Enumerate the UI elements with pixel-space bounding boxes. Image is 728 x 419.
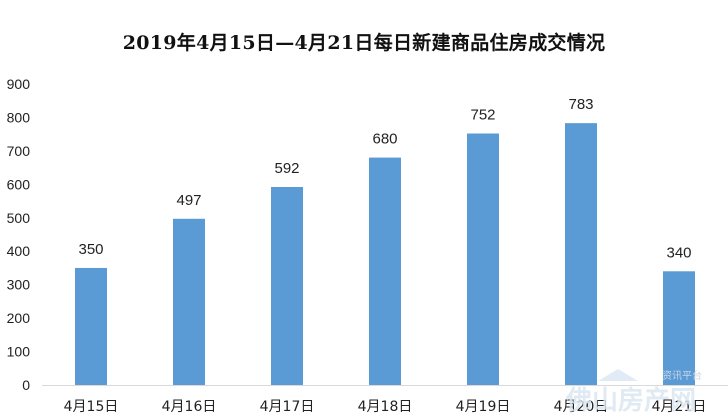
bar bbox=[173, 218, 205, 385]
bar bbox=[369, 157, 401, 385]
chart-title: 2019年4月15日—4月21日每日新建商品住房成交情况 bbox=[122, 32, 606, 54]
y-tick-label: 800 bbox=[7, 109, 31, 125]
x-axis: 4月15日 4月16日 4月17日 4月18日 4月19日 4月20日 4月21日 bbox=[42, 385, 728, 415]
x-tick-label: 4月19日 bbox=[456, 399, 511, 415]
data-label: 350 bbox=[78, 241, 103, 258]
bar bbox=[467, 133, 499, 385]
y-tick-label: 500 bbox=[7, 210, 31, 226]
data-label: 783 bbox=[568, 96, 593, 113]
y-tick-label: 100 bbox=[7, 344, 31, 360]
bars bbox=[75, 123, 695, 385]
y-tick-label: 200 bbox=[7, 310, 31, 326]
y-tick-label: 0 bbox=[22, 377, 30, 393]
x-tick-label: 4月15日 bbox=[64, 399, 119, 415]
bar bbox=[271, 187, 303, 385]
bar bbox=[75, 267, 107, 385]
y-tick-label: 400 bbox=[7, 243, 31, 259]
y-tick-label: 300 bbox=[7, 277, 31, 293]
x-tick-label: 4月16日 bbox=[162, 399, 217, 415]
y-tick-label: 700 bbox=[7, 143, 31, 159]
data-label: 340 bbox=[666, 244, 691, 261]
data-label: 680 bbox=[372, 131, 397, 148]
x-tick-label: 4月21日 bbox=[652, 399, 707, 415]
data-label: 497 bbox=[176, 192, 201, 209]
bar bbox=[565, 123, 597, 385]
x-tick-label: 4月20日 bbox=[554, 399, 609, 415]
data-label: 592 bbox=[274, 160, 299, 177]
data-label: 752 bbox=[470, 106, 495, 123]
y-tick-label: 900 bbox=[7, 76, 31, 92]
x-tick-label: 4月17日 bbox=[260, 399, 315, 415]
bar bbox=[663, 271, 695, 385]
x-tick-label: 4月18日 bbox=[358, 399, 413, 415]
y-axis: 0 100 200 300 400 500 600 700 800 900 bbox=[7, 76, 31, 393]
y-tick-label: 600 bbox=[7, 176, 31, 192]
data-labels: 350 497 592 680 752 783 340 bbox=[78, 96, 691, 261]
